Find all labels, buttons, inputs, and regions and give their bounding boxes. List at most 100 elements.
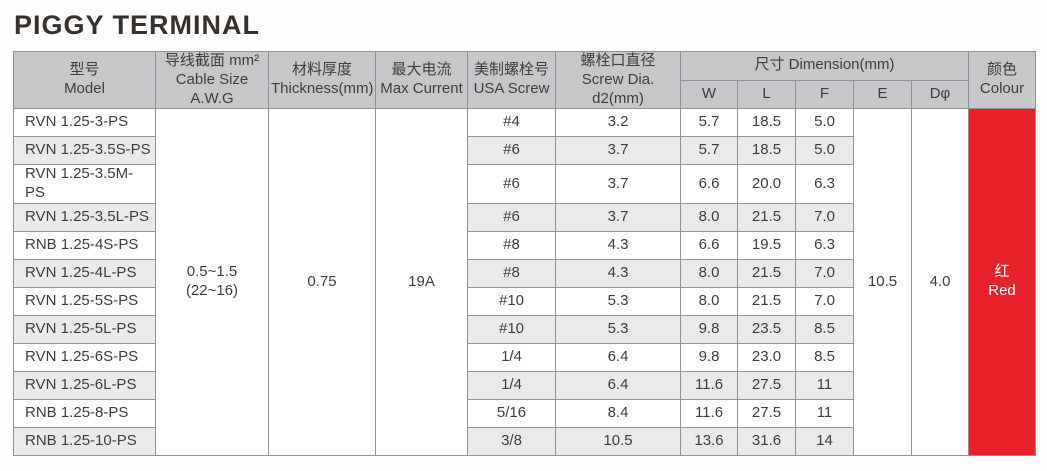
dim-l-cell: 23.0 <box>737 342 796 372</box>
model-cell: RNB 1.25-4S-PS <box>13 230 156 260</box>
col-header-dim-f: F <box>795 79 854 110</box>
dim-l-cell: 23.5 <box>737 314 796 344</box>
usa-screw-cell: 5/16 <box>467 398 556 428</box>
dimension-subheader: W L F E Dφ <box>14 79 1036 110</box>
dim-l-cell: 31.6 <box>737 426 796 456</box>
col-header-dim-e: E <box>853 79 912 110</box>
dim-l-cell: 20.0 <box>737 164 796 204</box>
dim-w-cell: 9.8 <box>680 314 738 344</box>
usa-screw-cell: #6 <box>467 136 556 166</box>
model-cell: RVN 1.25-3-PS <box>13 108 156 138</box>
dim-l-cell: 27.5 <box>737 370 796 400</box>
dim-w-cell: 5.7 <box>680 108 738 138</box>
dim-l-cell: 18.5 <box>737 136 796 166</box>
model-cell: RVN 1.25-3.5S-PS <box>13 136 156 166</box>
dim-w-cell: 8.0 <box>680 286 738 316</box>
usa-screw-cell: 1/4 <box>467 370 556 400</box>
model-cell: RVN 1.25-6L-PS <box>13 370 156 400</box>
usa-screw-cell: #8 <box>467 258 556 288</box>
dim-f-cell: 7.0 <box>795 286 854 316</box>
dim-l-cell: 18.5 <box>737 108 796 138</box>
dim-f-cell: 11 <box>795 398 854 428</box>
table-row: RNB 1.25-10-PS 3/8 10.5 13.6 31.6 14 <box>13 426 1036 456</box>
dim-l-cell: 21.5 <box>737 258 796 288</box>
dim-w-cell: 13.6 <box>680 426 738 456</box>
col-header-dim-dphi: Dφ <box>910 79 970 110</box>
usa-screw-cell: #4 <box>467 108 556 138</box>
usa-screw-cell: #10 <box>467 286 556 316</box>
model-cell: RVN 1.25-4L-PS <box>13 258 156 288</box>
table-row: RVN 1.25-3.5S-PS #6 3.7 5.7 18.5 5.0 <box>13 136 1036 166</box>
screw-dia-cell: 6.4 <box>555 370 681 400</box>
dim-e-cell: 10.5 <box>853 108 912 456</box>
usa-screw-cell: #8 <box>467 230 556 260</box>
model-cell: RVN 1.25-3.5L-PS <box>13 202 156 232</box>
col-header-model: 型号 Model <box>13 50 156 110</box>
dim-w-cell: 6.6 <box>680 230 738 260</box>
spec-table-body: RVN 1.25-3-PS 0.5~1.5 (22~16) 0.75 19A #4 3.2… <box>13 108 1037 456</box>
dim-f-cell: 6.3 <box>795 230 854 260</box>
dim-w-cell: 6.6 <box>680 164 738 204</box>
dim-f-cell: 11 <box>795 370 854 400</box>
dim-w-cell: 8.0 <box>680 202 738 232</box>
table-row: RVN 1.25-6L-PS 1/4 6.4 11.6 27.5 11 <box>13 370 1036 400</box>
dim-l-cell: 21.5 <box>737 286 796 316</box>
dim-f-cell: 5.0 <box>795 108 854 138</box>
screw-dia-cell: 3.7 <box>555 202 681 232</box>
dim-w-cell: 11.6 <box>680 398 738 428</box>
usa-screw-cell: 1/4 <box>467 342 556 372</box>
usa-screw-cell: #6 <box>467 164 556 204</box>
col-header-usa-screw: 美制螺栓号 USA Screw <box>467 50 556 110</box>
screw-dia-cell: 6.4 <box>555 342 681 372</box>
col-header-thickness: 材料厚度 Thickness(mm) <box>268 50 376 110</box>
dim-l-cell: 21.5 <box>737 202 796 232</box>
table-header: 型号 Model 导线截面 mm² Cable Size A.W.G 材料厚度 … <box>13 50 1037 110</box>
dim-l-cell: 27.5 <box>737 398 796 428</box>
screw-dia-cell: 8.4 <box>555 398 681 428</box>
model-cell: RVN 1.25-3.5M-PS <box>13 164 156 204</box>
usa-screw-cell: #6 <box>467 202 556 232</box>
model-cell: RVN 1.25-6S-PS <box>13 342 156 372</box>
dim-f-cell: 5.0 <box>795 136 854 166</box>
col-header-max-current: 最大电流 Max Current <box>375 50 468 110</box>
dim-f-cell: 14 <box>795 426 854 456</box>
col-header-cable-size: 导线截面 mm² Cable Size A.W.G <box>155 50 269 110</box>
dim-f-cell: 7.0 <box>795 258 854 288</box>
screw-dia-cell: 3.7 <box>555 164 681 204</box>
dim-w-cell: 9.8 <box>680 342 738 372</box>
screw-dia-cell: 4.3 <box>555 230 681 260</box>
dim-f-cell: 6.3 <box>795 164 854 204</box>
dim-dphi-cell: 4.0 <box>910 108 970 456</box>
model-cell: RVN 1.25-5L-PS <box>13 314 156 344</box>
dim-w-cell: 8.0 <box>680 258 738 288</box>
screw-dia-cell: 5.3 <box>555 286 681 316</box>
col-header-colour: 颜色 Colour <box>968 50 1037 110</box>
screw-dia-cell: 3.2 <box>555 108 681 138</box>
dim-l-cell: 19.5 <box>737 230 796 260</box>
col-header-dim-l: L <box>737 79 796 110</box>
col-header-screw-dia: 螺栓口直径 Screw Dia. d2(mm) <box>555 50 681 110</box>
dim-f-cell: 8.5 <box>795 342 854 372</box>
dim-f-cell: 7.0 <box>795 202 854 232</box>
table-row: RVN 1.25-3-PS 0.5~1.5 (22~16) 0.75 19A #4 3.2… <box>13 108 1037 456</box>
screw-dia-cell: 3.7 <box>555 136 681 166</box>
model-cell: RNB 1.25-8-PS <box>13 398 156 428</box>
usa-screw-cell: 3/8 <box>467 426 556 456</box>
col-header-dimension-group: 尺寸 Dimension(mm) <box>679 51 970 81</box>
thickness-cell: 0.75 <box>268 108 376 456</box>
screw-dia-cell: 5.3 <box>555 314 681 344</box>
table-row: RVN 1.25-3.5M-PS #6 3.7 6.6 20.0 6.3 <box>13 164 1036 204</box>
model-cell: RNB 1.25-10-PS <box>13 426 156 456</box>
spec-table: 型号 Model 导线截面 mm² Cable Size A.W.G 材料厚度 … <box>13 50 1037 456</box>
model-cell: RVN 1.25-5S-PS <box>13 286 156 316</box>
page-title: PIGGY TERMINAL <box>14 10 261 40</box>
col-header-dim-w: W <box>680 79 738 110</box>
screw-dia-cell: 10.5 <box>555 426 681 456</box>
table-row: RNB 1.25-8-PS 5/16 8.4 11.6 27.5 11 <box>13 398 1036 428</box>
dim-w-cell: 11.6 <box>680 370 738 400</box>
max-current-cell: 19A <box>375 108 468 456</box>
table-row: RVN 1.25-5L-PS #10 5.3 9.8 23.5 8.5 <box>13 314 1036 344</box>
usa-screw-cell: #10 <box>467 314 556 344</box>
screw-dia-cell: 4.3 <box>555 258 681 288</box>
cable-size-cell: 0.5~1.5 (22~16) <box>155 108 269 456</box>
